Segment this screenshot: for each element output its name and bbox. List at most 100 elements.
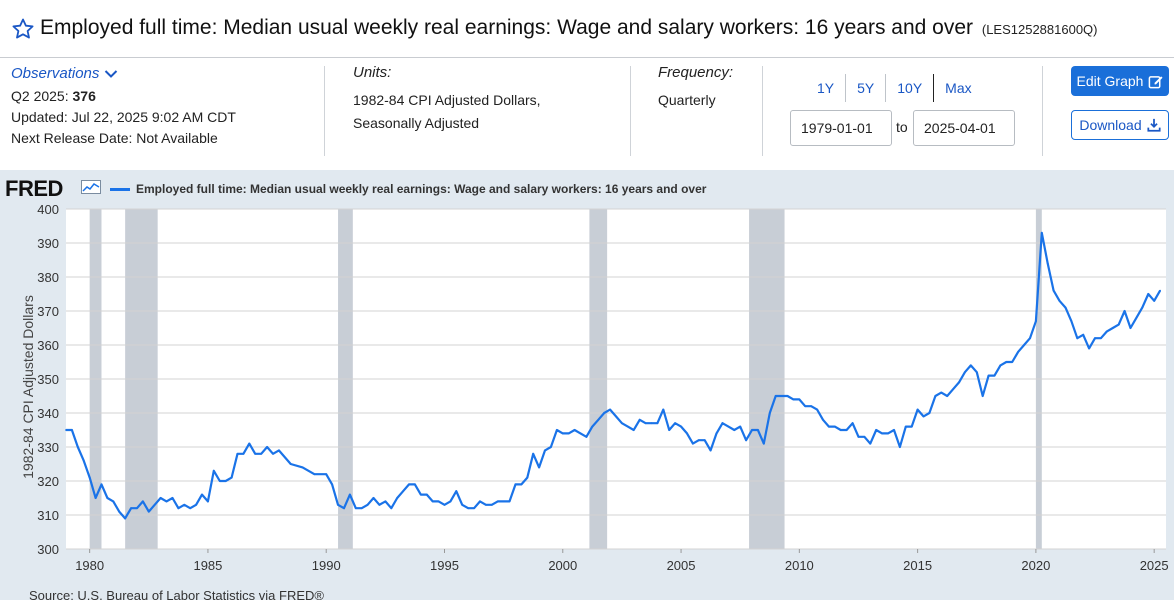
divider (324, 66, 325, 156)
data-point (916, 408, 919, 411)
data-point (863, 435, 866, 438)
series-title: Employed full time: Median usual weekly … (40, 16, 974, 39)
divider (1042, 66, 1043, 156)
data-point (626, 425, 629, 428)
data-point (1129, 327, 1132, 329)
data-point (668, 429, 671, 431)
data-point (100, 483, 103, 486)
legend-swatch (110, 187, 130, 191)
x-tick-label: 1985 (193, 558, 222, 573)
data-point (130, 507, 133, 510)
data-point (266, 446, 268, 448)
updated-text: Updated: Jul 22, 2025 9:02 AM CDT (11, 109, 236, 125)
data-point (408, 483, 410, 486)
y-tick-label: 360 (37, 338, 59, 353)
download-button[interactable]: Download (1071, 110, 1169, 140)
data-point (165, 500, 168, 503)
data-point (1123, 310, 1126, 312)
source-text: Source: U.S. Bureau of Labor Statistics … (29, 588, 324, 600)
data-point (425, 493, 428, 496)
data-point (301, 466, 304, 469)
range-10y-button[interactable]: 10Y (897, 80, 923, 96)
data-point (686, 432, 688, 435)
data-point (142, 500, 144, 503)
data-point (573, 429, 576, 431)
data-point (289, 463, 292, 465)
data-point (556, 429, 558, 431)
line-chart[interactable]: 300 310 320 330 340 350 360 370 380 390 400 1980 198… (0, 170, 1174, 600)
title-bar: Employed full time: Median usual weekly … (0, 0, 1174, 58)
line-chart-icon (81, 180, 101, 194)
data-point (354, 507, 357, 510)
data-point (650, 422, 653, 425)
page-title: Employed full time: Median usual weekly … (40, 16, 1098, 40)
data-point (1017, 350, 1020, 353)
data-point (910, 425, 913, 428)
frequency-value: Quarterly (658, 92, 716, 108)
chart-panel: FRED Employed full time: Median usual we… (0, 170, 1174, 600)
data-point (396, 497, 399, 499)
data-point (757, 429, 759, 431)
data-point (260, 452, 263, 455)
data-point (751, 429, 753, 431)
data-point (94, 497, 97, 499)
start-date-input[interactable] (790, 110, 892, 146)
data-point (644, 422, 647, 425)
data-point (538, 466, 540, 469)
data-point (780, 395, 783, 397)
data-point (804, 405, 807, 408)
data-point (76, 446, 79, 448)
data-point (218, 480, 221, 482)
data-point (727, 425, 730, 428)
data-point (1035, 320, 1037, 323)
range-buttons: 1Y 5Y 10Y Max (806, 73, 983, 103)
data-point (662, 408, 665, 411)
data-point (904, 425, 907, 428)
data-point (236, 452, 239, 455)
data-point (798, 398, 801, 401)
data-point (591, 425, 594, 428)
data-point (207, 500, 209, 503)
data-point (360, 507, 363, 510)
data-point (414, 483, 416, 486)
data-point (343, 507, 345, 510)
series-line (66, 231, 1162, 520)
y-tick-label: 320 (37, 474, 59, 489)
x-tick-label: 2015 (903, 558, 932, 573)
range-max-button[interactable]: Max (945, 80, 972, 96)
data-point (366, 503, 369, 506)
data-point (1011, 361, 1014, 363)
data-point (674, 422, 676, 425)
y-tick-label: 350 (37, 372, 59, 387)
data-point (112, 500, 115, 503)
data-point (603, 412, 606, 414)
star-outline-icon[interactable] (11, 17, 35, 41)
range-1y-button[interactable]: 1Y (817, 80, 835, 96)
x-tick-label: 2010 (785, 558, 814, 573)
data-point (313, 473, 316, 476)
data-point (632, 429, 635, 431)
data-point (71, 429, 73, 431)
end-date-input[interactable] (913, 110, 1015, 146)
data-point (928, 412, 931, 414)
to-label: to (896, 119, 908, 135)
y-tick-label: 330 (37, 440, 59, 455)
range-5y-button[interactable]: 5Y (857, 80, 875, 96)
range-divider (845, 74, 847, 102)
data-point (550, 446, 552, 448)
range-divider (933, 74, 935, 102)
data-point (82, 459, 85, 462)
data-point (1040, 231, 1043, 234)
fred-logo: FRED (5, 176, 63, 201)
data-point (337, 503, 339, 506)
observations-toggle[interactable]: Observations (11, 65, 118, 82)
x-tick-label: 2025 (1140, 558, 1169, 573)
data-point (272, 452, 274, 455)
data-point (177, 507, 180, 510)
data-point (1046, 262, 1049, 265)
data-point (845, 429, 848, 431)
data-point (585, 435, 588, 438)
data-point (833, 425, 836, 428)
data-point (839, 429, 842, 431)
edit-graph-button[interactable]: Edit Graph (1071, 66, 1169, 96)
